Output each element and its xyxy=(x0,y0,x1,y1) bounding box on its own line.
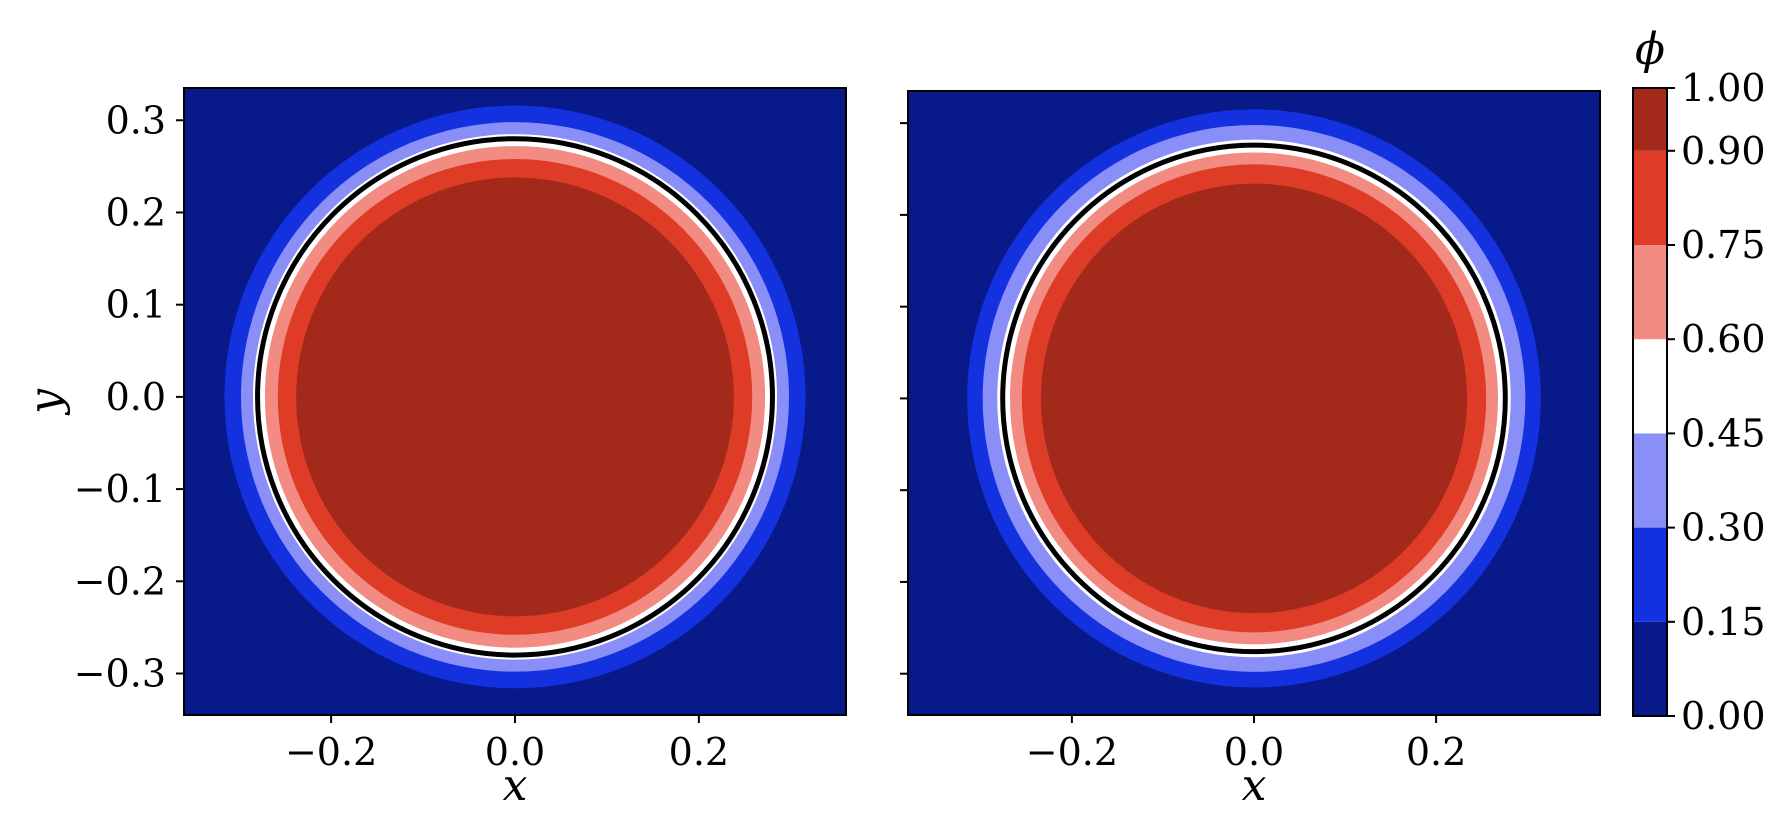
y-tick-label: 0.1 xyxy=(106,283,166,327)
contour-line xyxy=(1000,142,1508,655)
colorbar-segment xyxy=(1633,88,1667,151)
contour-band xyxy=(1040,183,1468,614)
contour-band xyxy=(296,177,734,617)
x-tick-label: 0.0 xyxy=(485,730,545,774)
colorbar-segment xyxy=(1633,433,1667,528)
y-tick-label: −0.2 xyxy=(74,559,166,603)
y-axis-label: y xyxy=(20,388,71,416)
contour-line-inner xyxy=(260,141,770,653)
colorbar-tick-label: 0.00 xyxy=(1681,694,1766,738)
x-tick-label: 0.2 xyxy=(1406,730,1466,774)
x-tick-label: −0.2 xyxy=(1026,730,1118,774)
x-tick-label: 0.0 xyxy=(1224,730,1284,774)
colorbar: 0.00 0.15 0.30 0.45 0.60 0.75 0.90 1.00 ϕ xyxy=(1632,24,1766,738)
y-tick-label: 0.3 xyxy=(106,98,166,142)
colorbar-segment xyxy=(1633,621,1667,716)
y-tick-label: 0.2 xyxy=(106,190,166,234)
colorbar-tick-label: 0.90 xyxy=(1681,129,1766,173)
colorbar-tick-label: 0.60 xyxy=(1681,317,1766,361)
x-tick-label: 0.2 xyxy=(669,730,729,774)
y-tick-label: −0.1 xyxy=(74,467,166,511)
y-tick-label: 0.0 xyxy=(106,375,166,419)
x-axis-label: x xyxy=(1242,760,1267,811)
colorbar-segment xyxy=(1633,150,1667,245)
left-panel: −0.2 0.0 0.2 0.3 0.2 0.1 0.0 −0.1 −0.2 −0.3 x y xyxy=(20,87,847,811)
x-axis-label: x xyxy=(503,760,528,811)
colorbar-segment xyxy=(1633,339,1667,434)
colorbar-tick-label: 1.00 xyxy=(1681,66,1766,110)
colorbar-frame xyxy=(1632,87,1668,717)
colorbar-tick-label: 0.15 xyxy=(1681,600,1766,644)
colorbar-label: ϕ xyxy=(1635,24,1665,75)
colorbar-tick-label: 0.45 xyxy=(1681,411,1766,455)
colorbar-tick-label: 0.30 xyxy=(1681,506,1766,550)
colorbar-tick-label: 0.75 xyxy=(1681,223,1766,267)
contour-line xyxy=(255,136,775,658)
colorbar-segment xyxy=(1633,245,1667,340)
y-tick-label: −0.3 xyxy=(74,652,166,696)
right-panel: −0.2 0.0 0.2 x xyxy=(900,90,1601,811)
x-tick-label: −0.2 xyxy=(285,730,377,774)
colorbar-segment xyxy=(1633,527,1667,622)
